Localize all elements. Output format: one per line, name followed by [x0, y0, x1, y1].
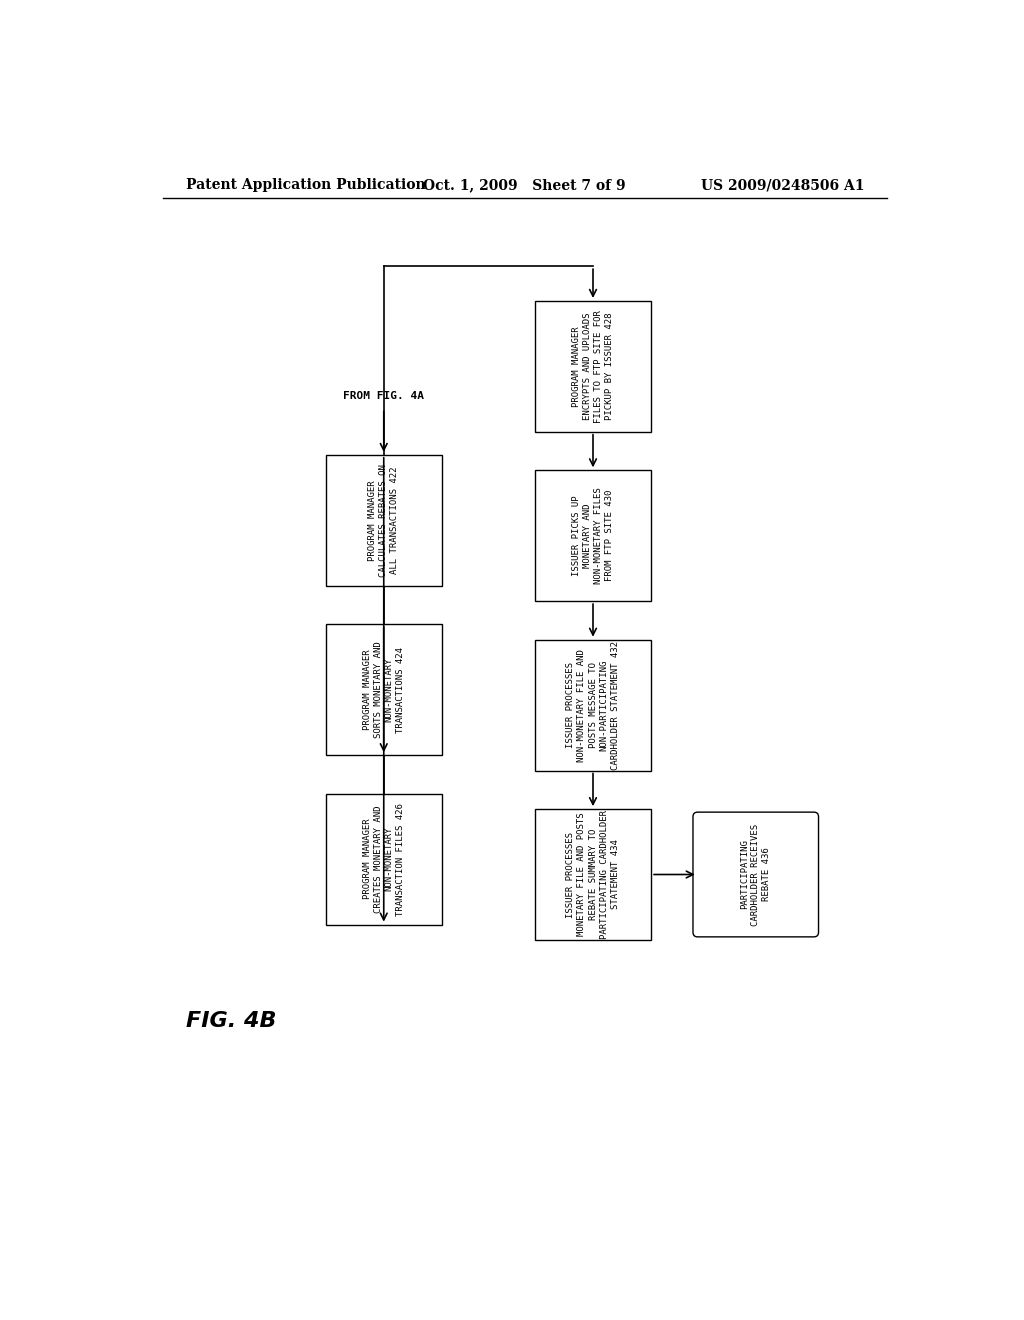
Text: PROGRAM MANAGER
CREATES MONETARY AND
NON-MONETARY
TRANSACTION FILES 426: PROGRAM MANAGER CREATES MONETARY AND NON… [362, 803, 404, 916]
Bar [326, 624, 442, 755]
Text: PARTICIPATING
CARDHOLDER RECEIVES
REBATE 436: PARTICIPATING CARDHOLDER RECEIVES REBATE… [740, 824, 771, 925]
Text: US 2009/0248506 A1: US 2009/0248506 A1 [700, 178, 864, 193]
Bar [535, 640, 651, 771]
Bar [326, 793, 442, 924]
Bar [535, 809, 651, 940]
Bar [535, 301, 651, 432]
Bar [535, 470, 651, 601]
Text: ISSUER PROCESSES
NON-MONETARY FILE AND
POSTS MESSAGE TO
NON-PARTICIPATING
CARDHO: ISSUER PROCESSES NON-MONETARY FILE AND P… [566, 640, 620, 770]
Text: Oct. 1, 2009   Sheet 7 of 9: Oct. 1, 2009 Sheet 7 of 9 [424, 178, 626, 193]
Text: FROM FIG. 4A: FROM FIG. 4A [343, 391, 424, 401]
FancyBboxPatch shape [693, 812, 818, 937]
Text: PROGRAM MANAGER
CALCULATES REBATES ON
ALL TRANSACTIONS 422: PROGRAM MANAGER CALCULATES REBATES ON AL… [369, 463, 399, 577]
Text: PROGRAM MANAGER
ENCRYPTS AND UPLOADS
FILES TO FTP SITE FOR
PICKUP BY ISSUER 428: PROGRAM MANAGER ENCRYPTS AND UPLOADS FIL… [571, 310, 614, 422]
Text: ISSUER PROCESSES
MONETARY FILE AND POSTS
REBATE SUMMARY TO
PARTICIPATING CARDHOL: ISSUER PROCESSES MONETARY FILE AND POSTS… [566, 810, 620, 939]
Text: ISSUER PICKS UP
MONETARY AND
NON-MONETARY FILES
FROM FTP SITE 430: ISSUER PICKS UP MONETARY AND NON-MONETAR… [571, 487, 614, 583]
Text: FIG. 4B: FIG. 4B [186, 1011, 276, 1031]
Text: Patent Application Publication: Patent Application Publication [186, 178, 426, 193]
Text: PROGRAM MANAGER
SORTS MONETARY AND
NON-MONETARY
TRANSACTIONS 424: PROGRAM MANAGER SORTS MONETARY AND NON-M… [362, 642, 404, 738]
Bar [326, 455, 442, 586]
